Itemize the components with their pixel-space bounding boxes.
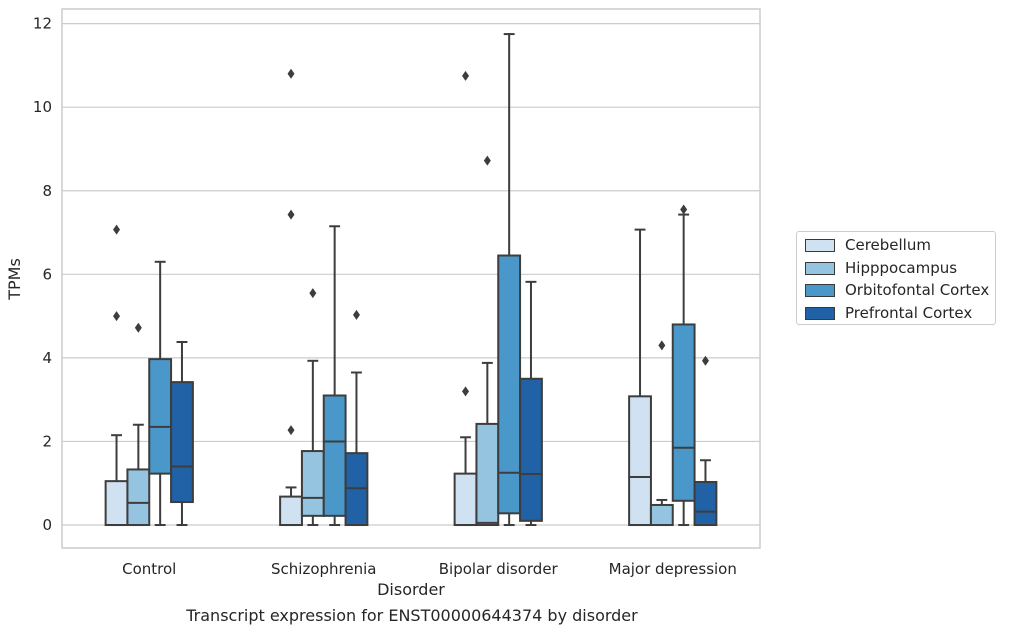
box-prefrontal-cortex — [344, 309, 369, 527]
plot-frame — [61, 8, 761, 549]
box-iqr — [453, 472, 478, 527]
box-iqr — [300, 450, 325, 517]
figure-caption: Transcript expression for ENST0000064437… — [186, 606, 638, 625]
legend-item-orbitofrontal-cortex: Orbitofontal Cortex — [805, 280, 989, 300]
legend-label: Hipppocampus — [845, 259, 958, 277]
legend: Cerebellum Hipppocampus Orbitofontal Cor… — [796, 231, 996, 325]
outlier-point — [309, 288, 317, 299]
x-tick-label: Major depression — [609, 560, 737, 578]
y-axis-label: TPMs — [5, 258, 24, 301]
legend-swatch — [805, 261, 835, 275]
outlier-point — [680, 204, 688, 215]
outlier-point — [352, 309, 360, 320]
box-hipppocampus — [126, 322, 151, 527]
box-iqr — [104, 480, 129, 527]
box-prefrontal-cortex — [519, 280, 543, 527]
boxes-layer — [104, 33, 718, 527]
y-tick-label: 2 — [42, 432, 52, 450]
box-iqr — [497, 254, 522, 515]
box-orbitofontal-cortex — [148, 260, 173, 527]
box-hipppocampus — [649, 340, 674, 527]
box-prefrontal-cortex — [693, 355, 718, 527]
box-iqr — [126, 468, 151, 527]
x-tick-label: Bipolar disorder — [439, 560, 559, 578]
x-tick-labels: Control Schizophrenia Bipolar disorder Majo… — [122, 560, 737, 578]
box-iqr — [519, 377, 543, 522]
box-iqr — [170, 381, 194, 504]
legend-swatch — [805, 238, 835, 252]
y-tick-label: 0 — [42, 516, 52, 534]
x-tick-label: Control — [122, 560, 176, 578]
outlier-point — [287, 209, 295, 220]
outlier-point — [701, 355, 709, 366]
outlier-point — [113, 224, 121, 235]
box-cerebellum — [279, 68, 303, 527]
box-cerebellum — [628, 228, 652, 527]
outlier-point — [462, 386, 470, 397]
box-cerebellum — [104, 224, 129, 527]
legend-label: Orbitofontal Cortex — [845, 281, 990, 299]
outlier-point — [287, 68, 295, 79]
y-tick-label: 8 — [42, 182, 52, 200]
box-orbitofontal-cortex — [671, 204, 696, 527]
box-iqr — [475, 422, 500, 527]
box-hipppocampus — [475, 155, 500, 527]
legend-swatch — [805, 283, 835, 297]
box-cerebellum — [453, 70, 478, 527]
box-iqr — [693, 480, 718, 527]
outlier-point — [134, 322, 142, 333]
box-prefrontal-cortex — [170, 341, 194, 527]
outlier-point — [483, 155, 491, 166]
outlier-point — [462, 70, 470, 81]
x-axis-label: Disorder — [377, 580, 445, 599]
y-tick-label: 4 — [42, 349, 52, 367]
legend-label: Prefrontal Cortex — [845, 304, 973, 322]
legend-swatch — [805, 306, 835, 320]
box-iqr — [148, 358, 173, 475]
x-tick-label: Schizophrenia — [271, 560, 376, 578]
box-iqr — [649, 503, 674, 527]
y-tick-label: 12 — [33, 15, 52, 33]
legend-item-cerebellum: Cerebellum — [805, 235, 931, 255]
box-iqr — [628, 395, 652, 527]
y-tick-label: 10 — [33, 98, 52, 116]
legend-label: Cerebellum — [845, 236, 931, 254]
box-iqr — [671, 323, 696, 502]
legend-item-hippocampus: Hipppocampus — [805, 258, 957, 278]
y-tick-labels: 0 2 4 6 8 10 12 — [33, 15, 52, 534]
box-orbitofontal-cortex — [322, 225, 347, 527]
y-tick-label: 6 — [42, 265, 52, 283]
outlier-point — [658, 340, 666, 351]
outlier-point — [287, 425, 295, 436]
box-iqr — [279, 495, 303, 527]
outlier-point — [113, 311, 121, 322]
legend-item-prefrontal-cortex: Prefrontal Cortex — [805, 303, 972, 323]
box-iqr — [322, 394, 347, 517]
